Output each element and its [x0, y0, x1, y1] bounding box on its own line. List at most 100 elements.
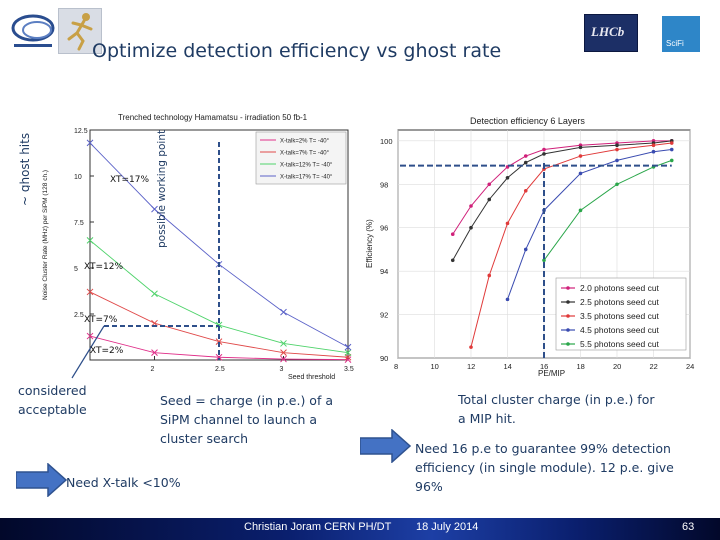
footer-author: Christian Joram CERN PH/DT	[244, 521, 392, 533]
legend-entry: X-talk=12% T= -40°	[280, 163, 333, 169]
efficiency-data-point	[578, 171, 583, 176]
efficiency-chart-title: Detection efficiency 6 Layers	[470, 116, 585, 126]
x-tick-label: 2.5	[215, 366, 225, 373]
efficiency-data-point	[523, 247, 528, 252]
legend-entry: 5.5 photons seed cut	[580, 339, 660, 349]
efficiency-chart-ylabel: Efficiency (%)	[365, 219, 374, 268]
noise-data-point	[280, 349, 287, 356]
efficiency-data-point	[523, 189, 528, 193]
xtalk-requirement-text: Need X-talk <10%	[66, 475, 181, 490]
scifi-logo-text: SciFi	[666, 39, 684, 48]
noise-data-point	[86, 332, 94, 340]
efficiency-data-point	[450, 258, 455, 263]
efficiency-data-point	[578, 154, 583, 158]
working-point-label: possible working point	[156, 129, 168, 248]
noise-data-point	[344, 349, 352, 356]
considered-acceptable-text: considered acceptable	[18, 383, 87, 417]
legend-marker	[566, 314, 570, 318]
x-tick-label: 22	[650, 362, 658, 371]
page-number: 63	[682, 521, 695, 533]
legend-entry: X-talk=7% T= -40°	[280, 151, 330, 157]
right-arrow-icon	[16, 463, 68, 497]
efficiency-data-point	[505, 221, 510, 226]
efficiency-series-line	[452, 140, 672, 261]
y-tick-label: 5	[74, 266, 78, 273]
need16-text: Need 16 p.e to guarantee 99% detection e…	[415, 441, 674, 494]
efficiency-data-point	[542, 147, 546, 152]
efficiency-data-point	[578, 145, 583, 150]
legend-marker	[566, 342, 570, 346]
noise-rate-chart: Trenched technology Hamamatsu - irradiat…	[30, 100, 360, 390]
y-tick-label: 12.5	[74, 128, 88, 135]
y-tick-label: 10	[74, 174, 82, 181]
noise-data-point	[215, 353, 223, 361]
efficiency-data-point	[578, 208, 583, 213]
efficiency-chart-xlabel: PE/MIP	[538, 369, 565, 378]
efficiency-data-point	[615, 158, 619, 163]
legend-entry: 2.0 photons seed cut	[580, 283, 660, 293]
seed-definition-text: Seed = charge (in p.e.) of a SiPM channe…	[160, 393, 333, 446]
y-tick-label: 90	[380, 354, 388, 363]
x-tick-label: 16	[540, 362, 548, 371]
y-tick-label: 2.5	[74, 312, 84, 319]
efficiency-data-point	[669, 158, 674, 163]
y-tick-label: 94	[380, 267, 388, 276]
x-tick-label: 3	[280, 366, 284, 373]
slide-title: Optimize detection efficiency vs ghost r…	[92, 40, 502, 62]
efficiency-data-point	[523, 154, 528, 158]
efficiency-data-point	[542, 152, 546, 156]
noise-data-point	[344, 343, 352, 351]
efficiency-data-point	[487, 182, 492, 187]
legend-entry: 3.5 photons seed cut	[580, 311, 660, 321]
acceptable-pointer	[71, 325, 105, 379]
x-tick-label: 10	[431, 362, 439, 371]
lhcb-logo-text: LHCb	[591, 24, 625, 39]
noise-data-point	[344, 356, 352, 363]
legend-marker	[566, 300, 570, 304]
efficiency-data-point	[615, 147, 619, 152]
noise-data-point	[215, 338, 223, 345]
footer-bar: Christian Joram CERN PH/DT 18 July 2014 …	[0, 518, 720, 540]
x-tick-label: 14	[504, 362, 512, 371]
y-tick-label: 98	[380, 180, 388, 189]
xt2-label: XT=2%	[90, 346, 124, 356]
right-arrow-icon	[360, 429, 412, 463]
noise-data-point	[151, 349, 158, 356]
noise-chart-title: Trenched technology Hamamatsu - irradiat…	[118, 113, 308, 122]
efficiency-data-point	[469, 204, 473, 208]
efficiency-data-point	[615, 182, 619, 187]
efficiency-data-point	[669, 147, 674, 152]
xt12-label: XT=12%	[84, 262, 124, 272]
efficiency-data-point	[469, 345, 473, 349]
legend-entry: 2.5 photons seed cut	[580, 297, 660, 307]
efficiency-data-point	[651, 143, 656, 147]
x-tick-label: 24	[686, 362, 694, 371]
y-tick-label: 100	[380, 137, 393, 146]
efficiency-data-point	[450, 232, 455, 237]
legend-entry: X-talk=17% T= -40°	[280, 175, 333, 181]
noise-data-point	[280, 308, 287, 316]
x-tick-label: 2	[151, 366, 155, 373]
footer-date: 18 July 2014	[416, 521, 479, 533]
x-tick-label: 3.5	[344, 366, 354, 373]
noise-chart-ylabel: Noise Cluster Rate (MHz) per SiPM (128 c…	[42, 170, 49, 300]
efficiency-data-point	[487, 197, 492, 202]
legend-entry: X-talk=2% T= -40°	[280, 139, 330, 145]
noise-data-point	[86, 237, 94, 244]
xt17-label: XT=17%	[110, 175, 150, 185]
efficiency-series-line	[452, 140, 672, 235]
cern-logo	[10, 10, 56, 52]
legend-marker	[566, 286, 570, 290]
lhcb-logo: LHCb	[584, 14, 638, 52]
noise-data-point	[280, 340, 287, 347]
legend-marker	[566, 328, 570, 332]
efficiency-chart: Detection efficiency 6 Layers Efficiency…	[360, 108, 700, 383]
noise-data-point	[86, 288, 94, 296]
x-tick-label: 20	[613, 362, 621, 371]
efficiency-legend	[555, 277, 687, 351]
xt7-label: XT=7%	[84, 315, 118, 325]
total-charge-text: Total cluster charge (in p.e.) for a MIP…	[458, 392, 655, 426]
y-tick-label: 96	[380, 224, 388, 233]
efficiency-data-point	[651, 149, 656, 154]
y-tick-label: 92	[380, 311, 388, 320]
